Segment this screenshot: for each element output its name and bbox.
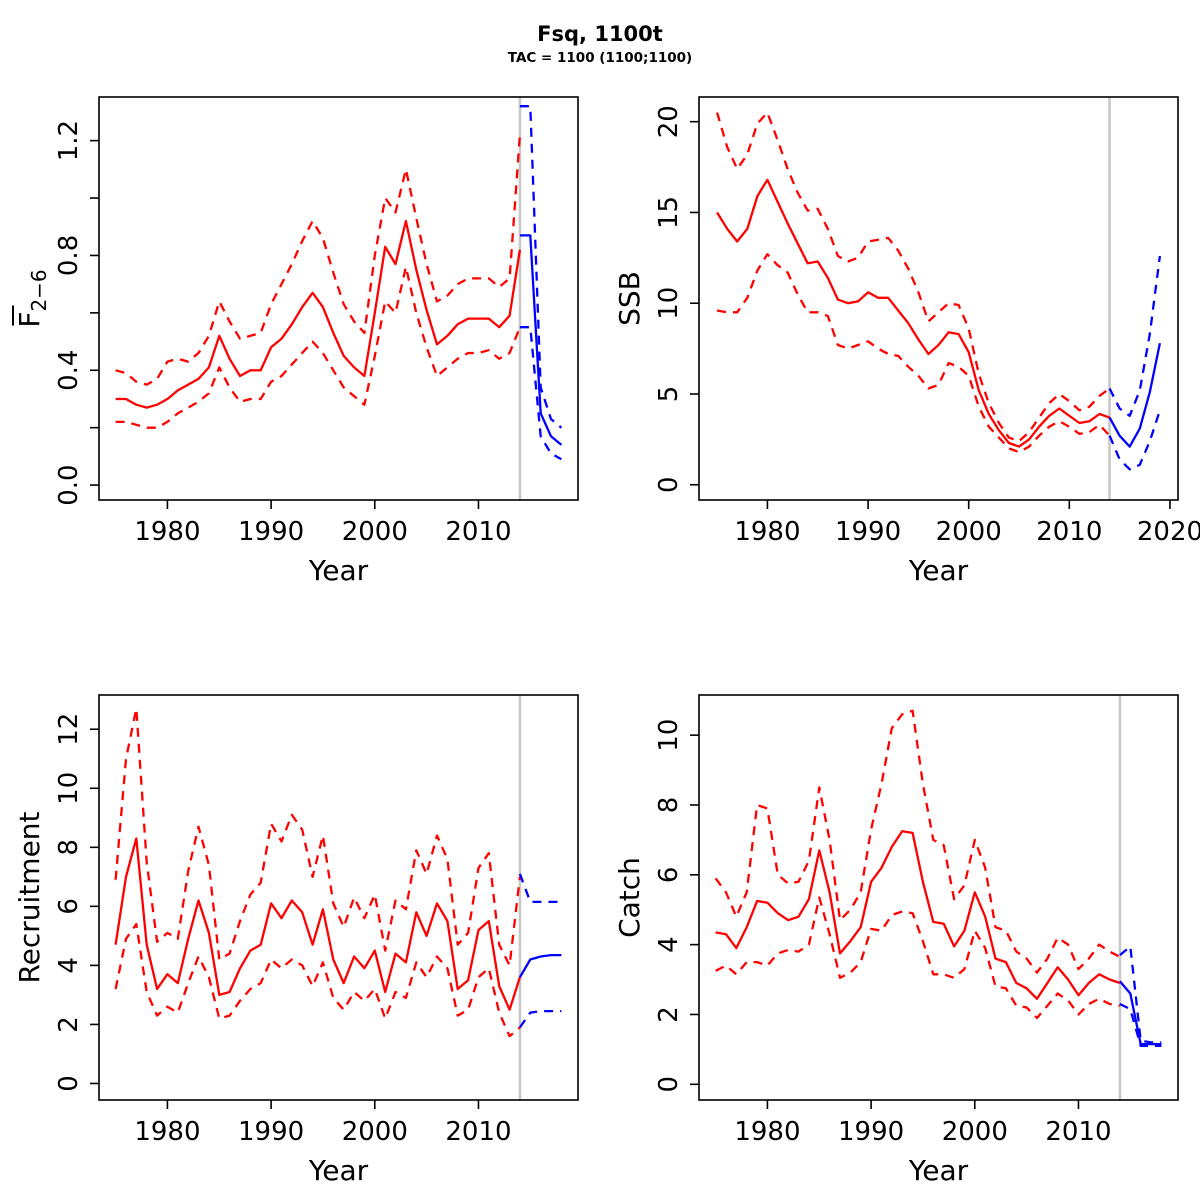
y-tick-label: 4 (654, 936, 684, 953)
y-tick-label: 6 (654, 867, 684, 884)
x-tick-label: 1990 (238, 1117, 304, 1147)
figure-title: Fsq, 1100t (537, 22, 663, 46)
catch-median-historical (715, 830, 1121, 1000)
plot-box (98, 96, 579, 501)
x-tick-label: 2000 (936, 517, 1002, 547)
svg-text:Recruitment: Recruitment (13, 811, 46, 983)
ssb-panel: 1980 1990 2000 2010 2020 Year 0 5 10 15 20 SSB (613, 96, 1200, 587)
catch-panel: 1980 1990 2000 2010 Year 0 2 4 6 8 10 Catch (613, 694, 1179, 1187)
y-axis-title: SSB (613, 271, 646, 326)
y-tick-label: 2 (54, 1016, 84, 1033)
svg-text:F2−6: F2−6 (13, 269, 51, 327)
ssb-lower-ci-forecast (1108, 409, 1161, 471)
recruitment-lower-ci-historical (114, 922, 521, 1038)
y-tick-label: 8 (54, 839, 84, 856)
x-tick-label: 1980 (734, 1117, 800, 1147)
fbar-lower-ci-forecast (519, 326, 562, 461)
x-tick-label: 2010 (1036, 517, 1102, 547)
x-axis: 1980 1990 2000 2010 Year (134, 500, 512, 587)
catch-upper-ci-forecast (1119, 945, 1162, 1044)
y-tick-label: 0 (654, 1076, 684, 1093)
x-axis-title: Year (908, 1154, 969, 1187)
plot-box (698, 694, 1179, 1101)
recruitment-upper-ci-forecast (518, 873, 562, 904)
fbar-lower-ci-historical (115, 265, 521, 429)
y-tick-label: 20 (654, 105, 684, 138)
fbar-upper-ci-historical (115, 134, 522, 386)
x-axis: 1980 1990 2000 2010 Year (134, 1100, 512, 1187)
y-tick-label: 10 (654, 719, 684, 752)
ssb-lower-ci-historical (716, 253, 1111, 454)
ssb-upper-ci-forecast (1108, 255, 1162, 417)
y-axis-title: F2−6 (12, 269, 51, 328)
y-axis: 0 2 4 6 8 10 (654, 719, 699, 1093)
ssb-median-historical (716, 178, 1110, 448)
x-axis: 1980 1990 2000 2010 Year (734, 1100, 1112, 1187)
x-axis-title: Year (308, 554, 369, 587)
x-tick-label: 1980 (734, 517, 800, 547)
x-tick-label: 2010 (445, 517, 511, 547)
x-tick-label: 2000 (342, 517, 408, 547)
x-tick-label: 1990 (238, 517, 304, 547)
y-tick-label: 0 (654, 476, 684, 493)
y-tick-label: 0.4 (54, 350, 84, 391)
x-axis: 1980 1990 2000 2010 2020 Year (734, 500, 1200, 587)
figure-subtitle: TAC = 1100 (1100;1100) (507, 50, 693, 66)
y-tick-label: 12 (54, 713, 84, 746)
x-tick-label: 1980 (134, 517, 200, 547)
x-axis-title: Year (908, 554, 969, 587)
recruitment-median-historical (114, 837, 521, 1011)
catch-upper-ci-historical (714, 709, 1121, 974)
y-axis: 0.0 0.4 0.8 1.2 (54, 120, 99, 506)
recruitment-lower-ci-forecast (518, 1009, 562, 1029)
fbar-upper-ci-forecast (519, 105, 563, 429)
y-axis-title: Catch (613, 857, 646, 938)
catch-lower-ci-forecast (1119, 1002, 1162, 1048)
y-tick-label: 0.0 (54, 464, 84, 505)
x-tick-label: 1990 (835, 517, 901, 547)
y-axis-title: Recruitment (13, 811, 46, 983)
svg-text:SSB: SSB (613, 271, 646, 326)
y-axis: 0 2 4 6 8 10 12 (54, 713, 99, 1092)
catch-lower-ci-historical (715, 896, 1121, 1020)
ssb-median-forecast (1108, 342, 1162, 448)
y-tick-label: 4 (54, 957, 84, 974)
y-tick-label: 0 (54, 1075, 84, 1092)
x-tick-label: 2010 (1045, 1117, 1111, 1147)
y-tick-label: 8 (654, 797, 684, 814)
y-tick-label: 0.8 (54, 235, 84, 276)
y-tick-label: 5 (654, 386, 684, 403)
recruitment-median-forecast (518, 953, 562, 978)
plot-box (698, 96, 1179, 501)
svg-text:Catch: Catch (613, 857, 646, 938)
y-axis: 0 5 10 15 20 (654, 105, 699, 493)
y-tick-label: 2 (654, 1006, 684, 1023)
y-tick-label: 10 (54, 772, 84, 805)
x-tick-label: 1990 (838, 1117, 904, 1147)
x-axis-title: Year (308, 1154, 369, 1187)
y-tick-label: 10 (654, 287, 684, 320)
x-tick-label: 2020 (1137, 517, 1200, 547)
fbar-median-forecast (519, 234, 563, 446)
recruitment-panel: 1980 1990 2000 2010 Year 0 2 4 6 8 10 12 Recruitment (13, 694, 579, 1187)
x-tick-label: 2010 (445, 1117, 511, 1147)
x-tick-label: 1980 (134, 1117, 200, 1147)
recruitment-upper-ci-historical (114, 707, 522, 967)
ssb-upper-ci-historical (715, 111, 1111, 443)
plot-box (98, 694, 579, 1101)
x-tick-label: 2000 (942, 1117, 1008, 1147)
fbar-panel: 1980 1990 2000 2010 Year 0.0 0.4 0.8 1.2 F2−6 (12, 96, 579, 587)
y-tick-label: 15 (654, 196, 684, 229)
y-tick-label: 6 (54, 898, 84, 915)
y-tick-label: 1.2 (54, 120, 84, 161)
x-tick-label: 2000 (342, 1117, 408, 1147)
fbar-median-historical (115, 219, 522, 409)
